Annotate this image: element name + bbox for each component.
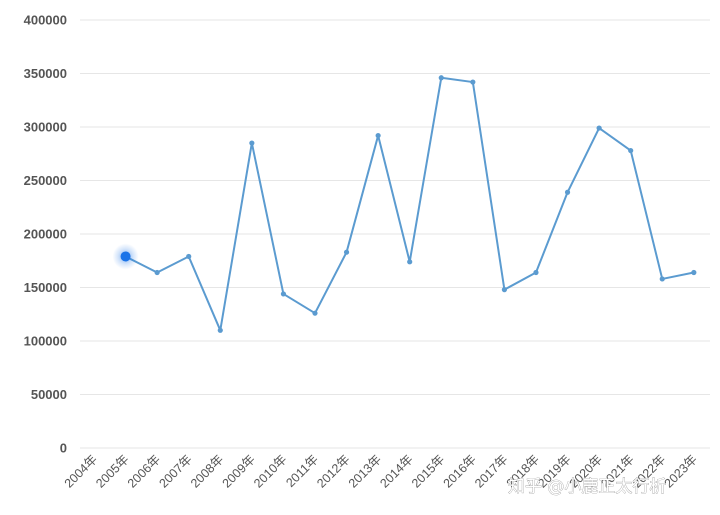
highlight-point[interactable]	[120, 251, 131, 262]
data-point[interactable]	[249, 140, 255, 146]
x-tick-label: 2005年	[93, 452, 131, 490]
x-tick-label: 2015年	[409, 452, 447, 490]
data-point[interactable]	[501, 287, 508, 293]
data-point[interactable]	[217, 327, 223, 333]
x-tick-label: 2010年	[251, 452, 289, 490]
data-point[interactable]	[375, 132, 381, 139]
y-tick-label: 100000	[24, 334, 67, 349]
x-tick-label: 2017年	[472, 452, 510, 490]
y-axis: 0 50000 100000 150000 200000 250000 300000 3500…	[24, 13, 67, 456]
watermark: 知乎 @小鹿正太行析	[508, 477, 666, 497]
x-tick-label: 2009年	[220, 452, 258, 490]
y-tick-label: 400000	[24, 13, 67, 28]
data-point[interactable]	[154, 269, 160, 276]
x-tick-label: 2014年	[377, 452, 415, 490]
x-tick-label: 2011年	[283, 452, 321, 490]
series-line	[125, 76, 695, 332]
series	[122, 75, 697, 333]
data-point[interactable]	[659, 276, 665, 282]
y-tick-label: 0	[60, 441, 67, 456]
x-tick-label: 2006年	[125, 452, 163, 490]
hover-highlight	[112, 243, 139, 270]
y-tick-label: 350000	[24, 66, 67, 81]
y-tick-label: 300000	[24, 120, 67, 135]
x-tick-label: 2008年	[188, 452, 226, 490]
x-tick-label: 2013年	[346, 452, 384, 490]
data-point[interactable]	[533, 269, 539, 276]
data-point[interactable]	[186, 253, 192, 260]
y-tick-label: 50000	[31, 387, 67, 402]
data-point[interactable]	[628, 147, 634, 154]
data-point[interactable]	[596, 125, 602, 131]
x-tick-label: 2016年	[441, 452, 479, 490]
data-point[interactable]	[470, 79, 476, 85]
y-tick-label: 200000	[24, 227, 67, 242]
data-point[interactable]	[343, 249, 350, 255]
x-tick-label: 2004年	[62, 452, 100, 490]
data-point[interactable]	[691, 269, 697, 276]
grid-lines	[80, 19, 710, 449]
y-tick-label: 150000	[24, 280, 67, 295]
x-tick-label: 2007年	[156, 452, 194, 490]
x-tick-label: 2023年	[662, 452, 700, 490]
data-point[interactable]	[438, 75, 444, 81]
data-point[interactable]	[564, 189, 571, 195]
y-tick-label: 250000	[24, 173, 67, 188]
data-point[interactable]	[407, 259, 413, 265]
data-point[interactable]	[312, 310, 318, 316]
data-point[interactable]	[280, 291, 287, 297]
x-tick-label: 2012年	[314, 452, 352, 490]
